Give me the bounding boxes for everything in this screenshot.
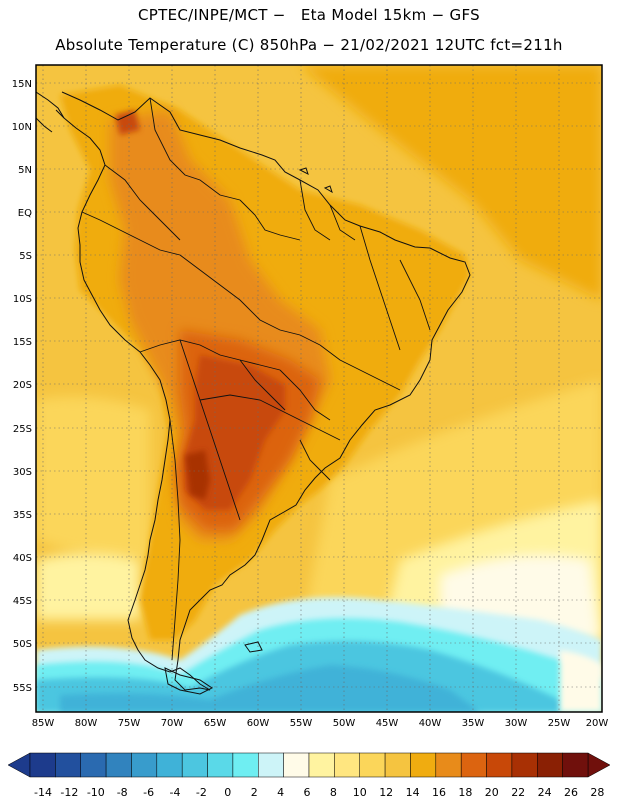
map-title-line-2: Absolute Temperature (C) 850hPa − 21/02/…: [55, 36, 563, 54]
colorbar-cell: [55, 752, 81, 778]
colorbar-label: 22: [511, 786, 525, 799]
colorbar-high-arrow: [587, 752, 611, 778]
colorbar-label: -4: [170, 786, 181, 799]
colorbar-label: 0: [224, 786, 231, 799]
lon-label: 50W: [333, 718, 356, 729]
colorbar-cell: [80, 752, 107, 778]
colorbar-label: 12: [379, 786, 393, 799]
colorbar-label: 18: [458, 786, 472, 799]
colorbar-label: 20: [485, 786, 499, 799]
map-frame: [35, 64, 603, 713]
colorbar-cell: [537, 752, 563, 778]
colorbar-label: -2: [196, 786, 207, 799]
lat-label: 35S: [13, 510, 32, 521]
colorbar-cell: [258, 752, 284, 778]
lon-label: 40W: [419, 718, 442, 729]
colorbar-label: -8: [117, 786, 128, 799]
lat-label: 50S: [13, 639, 32, 650]
lat-label: 10S: [13, 294, 32, 305]
colorbar-label: 16: [432, 786, 446, 799]
south-america-coastline: [55, 91, 471, 691]
colorbar-cell: [334, 752, 360, 778]
colorbar-cell: [29, 752, 56, 778]
lat-label: 55S: [13, 683, 32, 694]
latitude-labels: 15N 10N 5N EQ 5S 10S 15S 20S 25S 30S 35S…: [12, 79, 32, 694]
map-title-line-1: CPTEC/INPE/MCT − Eta Model 15km − GFS: [138, 6, 480, 24]
colorbar-label: 8: [330, 786, 337, 799]
lon-label: 60W: [247, 718, 270, 729]
lon-label: 45W: [376, 718, 399, 729]
colorbar-label: -10: [87, 786, 105, 799]
lon-label: 80W: [75, 718, 98, 729]
lat-label: 10N: [12, 122, 32, 133]
lon-label: 85W: [32, 718, 55, 729]
colorbar-label: -6: [143, 786, 154, 799]
colorbar-cell: [384, 752, 411, 778]
colorbar-cell: [359, 752, 386, 778]
lon-label: 20W: [586, 718, 609, 729]
colorbar-label: 2: [251, 786, 258, 799]
colorbar-cell: [460, 752, 487, 778]
colorbar-low-arrow: [7, 752, 31, 778]
lat-label: EQ: [18, 208, 32, 219]
colorbar-cell: [131, 752, 158, 778]
colorbar-label: 24: [538, 786, 552, 799]
lon-label: 75W: [118, 718, 141, 729]
colorbar-label: 26: [564, 786, 578, 799]
lat-label: 5S: [19, 251, 32, 262]
lat-label: 5N: [18, 165, 32, 176]
lon-label: 35W: [462, 718, 485, 729]
colorbar-label: -14: [34, 786, 52, 799]
lat-label: 25S: [13, 424, 32, 435]
colorbar: -14 -12 -10 -8 -6 -4 -2 0 2 4 6 8 10 12 14 16 18 20 22 24 26…: [7, 752, 611, 799]
country-borders: [81, 97, 431, 661]
temperature-field: [36, 65, 602, 712]
lat-label: 20S: [13, 380, 32, 391]
colorbar-label: 4: [277, 786, 284, 799]
colorbar-cell: [410, 752, 437, 778]
colorbar-cell: [283, 752, 310, 778]
lon-label: 55W: [290, 718, 313, 729]
colorbar-cell: [486, 752, 513, 778]
lat-label: 15N: [12, 79, 32, 90]
lon-label: 25W: [548, 718, 571, 729]
colorbar-cell: [181, 752, 208, 778]
colorbar-cell: [562, 752, 589, 778]
colorbar-label: -12: [60, 786, 78, 799]
colorbar-label: 14: [406, 786, 420, 799]
lat-label: 40S: [13, 553, 32, 564]
colorbar-cell: [511, 752, 538, 778]
colorbar-cell: [156, 752, 183, 778]
colorbar-label: 10: [353, 786, 367, 799]
colorbar-cell: [232, 752, 259, 778]
lat-label: 15S: [13, 337, 32, 348]
lat-label: 30S: [13, 467, 32, 478]
colorbar-cell: [435, 752, 462, 778]
colorbar-cell: [207, 752, 234, 778]
lon-label: 70W: [161, 718, 184, 729]
lon-label: 30W: [505, 718, 528, 729]
lat-label: 45S: [13, 596, 32, 607]
colorbar-cell: [308, 752, 335, 778]
colorbar-label: 28: [590, 786, 604, 799]
lon-label: 65W: [204, 718, 227, 729]
colorbar-label: 6: [304, 786, 311, 799]
longitude-labels: 85W 80W 75W 70W 65W 60W 55W 50W 45W 40W …: [32, 718, 609, 729]
colorbar-cell: [105, 752, 132, 778]
